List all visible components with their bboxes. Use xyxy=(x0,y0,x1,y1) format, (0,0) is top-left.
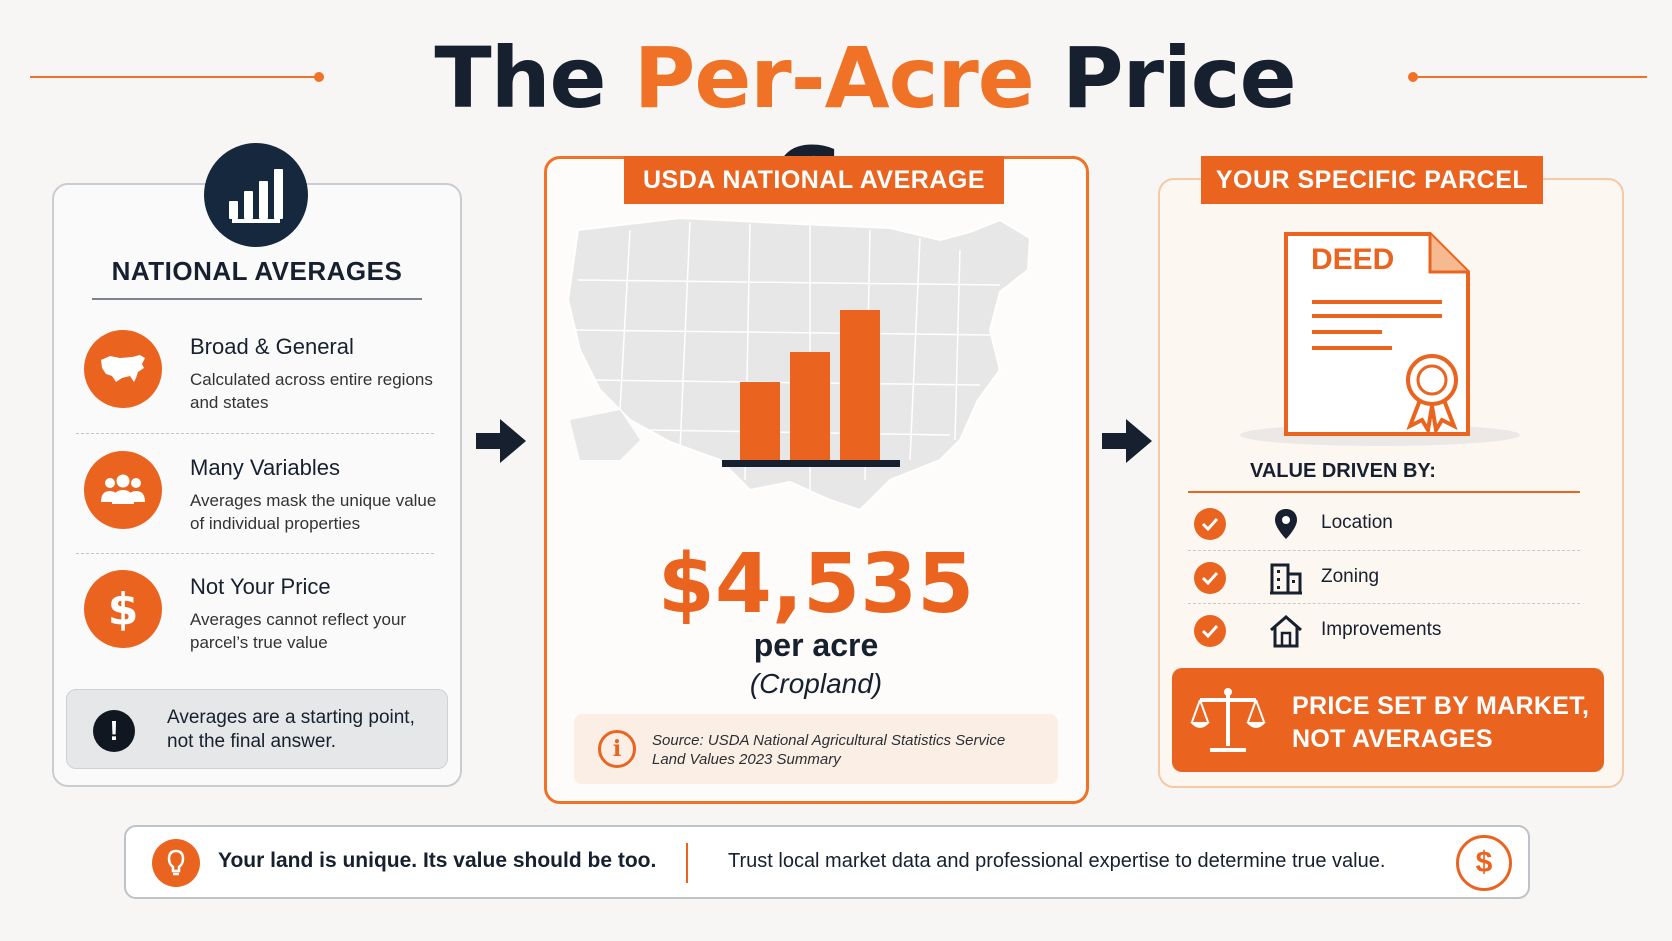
check-icon xyxy=(1194,615,1226,647)
lightbulb-icon xyxy=(152,839,200,887)
feature-title: Not Your Price xyxy=(190,574,331,599)
title-rule-right xyxy=(1415,76,1647,78)
house-icon xyxy=(1270,615,1302,648)
usda-label: USDA NATIONAL AVERAGE xyxy=(624,156,1004,204)
price-unit: per acre xyxy=(753,627,879,663)
feature-many-variables: Many Variables Averages mask the unique … xyxy=(84,451,444,541)
divider xyxy=(1188,603,1580,604)
us-map-icon xyxy=(84,330,162,408)
feature-title: Many Variables xyxy=(190,455,340,480)
rising-bars-icon xyxy=(722,310,900,467)
exclamation-icon: ! xyxy=(93,710,135,752)
check-icon xyxy=(1194,562,1226,594)
driver-label: Improvements xyxy=(1321,619,1442,640)
driver-zoning: Zoning xyxy=(1188,554,1580,602)
driver-label: Location xyxy=(1321,512,1393,533)
dollar-coin-icon: $ xyxy=(1456,835,1512,891)
divider xyxy=(76,553,434,554)
dollar-icon: $ xyxy=(84,570,162,648)
divider xyxy=(76,433,434,434)
page-title: The Per-Acre Price Gap xyxy=(434,29,1296,227)
arrow-right-icon xyxy=(476,419,526,463)
check-icon xyxy=(1194,508,1226,540)
note-text: Averages are a starting point, not the fi… xyxy=(167,707,415,752)
feature-desc: Calculated across entire regions and sta… xyxy=(190,370,433,412)
icon-baseline xyxy=(722,460,900,467)
feature-broad-general: Broad & General Calculated across entire… xyxy=(84,330,444,420)
title-dot-left xyxy=(314,72,324,82)
bottom-banner: Your land is unique. Its value should be… xyxy=(124,825,1530,899)
market-price-callout: PRICE SET BY MARKET, NOT AVERAGES xyxy=(1172,668,1604,772)
banner-text: Trust local market data and professional… xyxy=(728,850,1386,872)
icon-bar xyxy=(740,382,780,460)
title-dot-right xyxy=(1408,72,1418,82)
building-icon xyxy=(1270,563,1302,595)
national-averages-heading: NATIONAL AVERAGES xyxy=(111,256,403,286)
value-divider xyxy=(1188,491,1580,493)
icon-bar xyxy=(840,310,880,460)
location-pin-icon xyxy=(1275,509,1297,539)
scales-icon xyxy=(1190,688,1266,752)
feature-not-your-price: $ Not Your Price Averages cannot reflect… xyxy=(84,570,444,660)
feature-title: Broad & General xyxy=(190,334,354,359)
driver-improvements: Improvements xyxy=(1188,607,1580,655)
heading-divider xyxy=(92,298,422,300)
driver-location: Location xyxy=(1188,500,1580,548)
divider xyxy=(1188,550,1580,551)
driver-label: Zoning xyxy=(1321,566,1380,587)
title-row: The Per-Acre Price Gap xyxy=(0,28,1672,227)
arrow-right-icon xyxy=(1102,419,1152,463)
parcel-label: YOUR SPECIFIC PARCEL xyxy=(1201,156,1543,204)
bar-chart-icon xyxy=(204,143,308,247)
usda-price: $4,535 xyxy=(657,537,975,632)
source-note: i Source: USDA National Agricultural Sta… xyxy=(574,714,1058,784)
deed-title: DEED xyxy=(1311,243,1395,276)
people-icon xyxy=(84,451,162,529)
title-rule-left xyxy=(30,76,320,78)
callout-text: PRICE SET BY MARKET, NOT AVERAGES xyxy=(1292,692,1590,753)
feature-desc: Averages mask the unique value of indivi… xyxy=(190,491,437,533)
price-category: (Cropland) xyxy=(749,668,883,699)
starting-point-note: ! Averages are a starting point, not the … xyxy=(66,689,448,769)
deed-document-icon xyxy=(1284,232,1470,436)
value-driven-heading: VALUE DRIVEN BY: xyxy=(1250,460,1436,482)
feature-desc: Averages cannot reflect your parcel’s tr… xyxy=(190,610,407,652)
source-text: Source: USDA National Agricultural Stati… xyxy=(652,732,1006,768)
icon-bar xyxy=(790,352,830,460)
info-icon: i xyxy=(598,730,636,768)
banner-headline: Your land is unique. Its value should be… xyxy=(218,849,657,872)
banner-separator xyxy=(686,843,688,883)
